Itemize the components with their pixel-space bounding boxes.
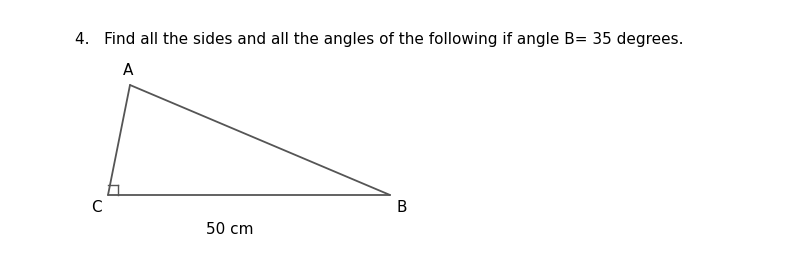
Text: C: C xyxy=(92,200,102,215)
Text: A: A xyxy=(122,63,133,78)
Text: B: B xyxy=(396,200,406,215)
Text: 50 cm: 50 cm xyxy=(206,222,254,237)
Text: 4.   Find all the sides and all the angles of the following if angle B= 35 degre: 4. Find all the sides and all the angles… xyxy=(75,32,683,47)
